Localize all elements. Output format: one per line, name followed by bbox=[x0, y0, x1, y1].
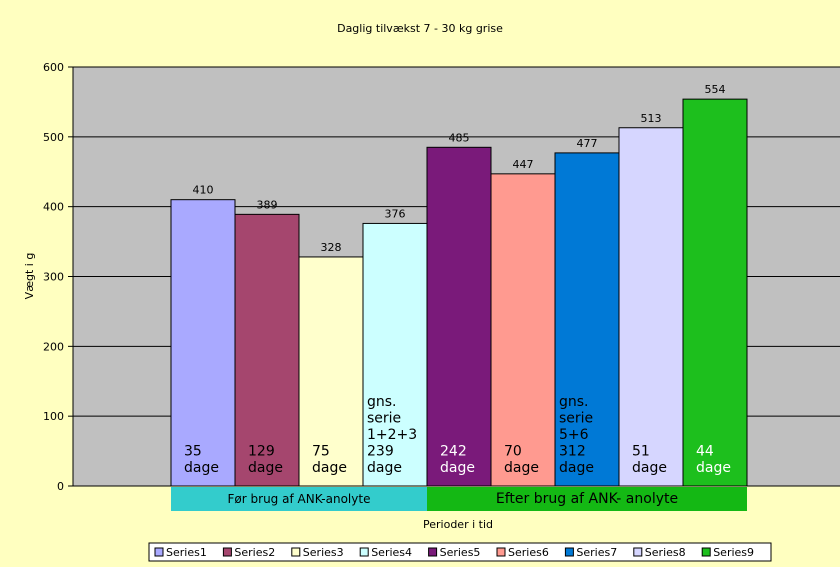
bar-annotation: dage bbox=[248, 460, 283, 476]
data-label: 389 bbox=[257, 198, 278, 211]
bar-series6 bbox=[490, 173, 556, 487]
legend: Series1 Series2 Series3 Series4 Series5 Serie… bbox=[148, 542, 772, 562]
bar-annotation: dage bbox=[367, 460, 402, 476]
bar-annotation: dage bbox=[504, 460, 539, 476]
legend-label: Series8 bbox=[645, 546, 686, 559]
y-tick-label: 300 bbox=[43, 271, 64, 284]
legend-swatch bbox=[633, 547, 643, 557]
bar-annotation: 75 bbox=[312, 444, 330, 460]
y-axis-label: Vægt i g bbox=[23, 253, 36, 300]
data-label: 376 bbox=[385, 207, 406, 220]
data-label: 477 bbox=[577, 137, 598, 150]
data-label: 554 bbox=[705, 83, 726, 96]
bar-annotation: 239 bbox=[367, 444, 394, 460]
data-label: 410 bbox=[193, 184, 214, 197]
bar-annotation: 1+2+3 bbox=[367, 427, 417, 443]
legend-label: Series1 bbox=[166, 546, 207, 559]
chart-title: Daglig tilvækst 7 - 30 kg grise bbox=[337, 22, 503, 35]
legend-swatch bbox=[291, 547, 301, 557]
bar-annotation: 35 bbox=[184, 444, 202, 460]
bar-series9 bbox=[682, 98, 748, 487]
bar-annotation: dage bbox=[440, 460, 475, 476]
data-label: 328 bbox=[321, 241, 342, 254]
period-label: Før brug af ANK-anolyte bbox=[228, 492, 371, 506]
bar-series7 bbox=[554, 152, 620, 487]
bar-annotation: gns. bbox=[367, 394, 397, 410]
legend-label: Series7 bbox=[576, 546, 617, 559]
legend-swatch bbox=[428, 547, 438, 557]
legend-label: Series5 bbox=[440, 546, 481, 559]
bar-annotation: 129 bbox=[248, 444, 275, 460]
legend-swatch bbox=[222, 547, 232, 557]
bar-series2 bbox=[234, 213, 300, 487]
period-labels: Før brug af ANK-anolyte Efter brug af ANK… bbox=[171, 487, 747, 511]
data-label: 447 bbox=[513, 158, 534, 171]
legend-label: Series4 bbox=[371, 546, 412, 559]
bar-annotation: dage bbox=[312, 460, 347, 476]
bar-annotation: 44 bbox=[696, 444, 714, 460]
legend-label: Series3 bbox=[303, 546, 344, 559]
bar-series3 bbox=[298, 256, 364, 487]
bar-annotation: dage bbox=[184, 460, 219, 476]
bar-annotation: serie bbox=[559, 411, 593, 427]
period-label-box bbox=[427, 487, 747, 511]
bar-series1 bbox=[170, 199, 236, 487]
bar-annotation: 312 bbox=[559, 444, 586, 460]
legend-swatch bbox=[701, 547, 711, 557]
y-tick-label: 0 bbox=[57, 480, 64, 493]
legend-label: Series6 bbox=[508, 546, 549, 559]
bar-series8 bbox=[618, 127, 684, 487]
legend-swatch bbox=[496, 547, 506, 557]
bar-annotation: dage bbox=[559, 460, 594, 476]
legend-swatch bbox=[154, 547, 164, 557]
bar-annotation: dage bbox=[632, 460, 667, 476]
period-label-box bbox=[171, 487, 427, 511]
data-label: 485 bbox=[449, 131, 470, 144]
y-tick-label: 500 bbox=[43, 131, 64, 144]
period-label: Efter brug af ANK- anolyte bbox=[496, 491, 678, 507]
y-axis: 0 100 200 300 400 500 600 bbox=[43, 61, 74, 493]
y-tick-label: 600 bbox=[43, 61, 64, 74]
bar-annotation: serie bbox=[367, 411, 401, 427]
bar-annotation: dage bbox=[696, 460, 731, 476]
bar-series4 bbox=[362, 222, 428, 487]
legend-swatch bbox=[359, 547, 369, 557]
y-tick-label: 400 bbox=[43, 201, 64, 214]
legend-swatch bbox=[564, 547, 574, 557]
legend-label: Series2 bbox=[234, 546, 275, 559]
bar-annotation: 51 bbox=[632, 444, 650, 460]
bars: 41035dage389129dage32875dage376gns.serie… bbox=[170, 83, 748, 487]
y-tick-label: 100 bbox=[43, 410, 64, 423]
bar-annotation: 70 bbox=[504, 444, 522, 460]
bar-annotation: gns. bbox=[559, 394, 589, 410]
y-tick-label: 200 bbox=[43, 340, 64, 353]
legend-box bbox=[148, 542, 772, 562]
bar-annotation: 242 bbox=[440, 444, 467, 460]
legend-label: Series9 bbox=[713, 546, 754, 559]
bar-annotation: 5+6 bbox=[559, 427, 589, 443]
data-label: 513 bbox=[641, 112, 662, 125]
x-axis-label: Perioder i tid bbox=[423, 518, 493, 531]
bar-series5 bbox=[426, 146, 492, 487]
